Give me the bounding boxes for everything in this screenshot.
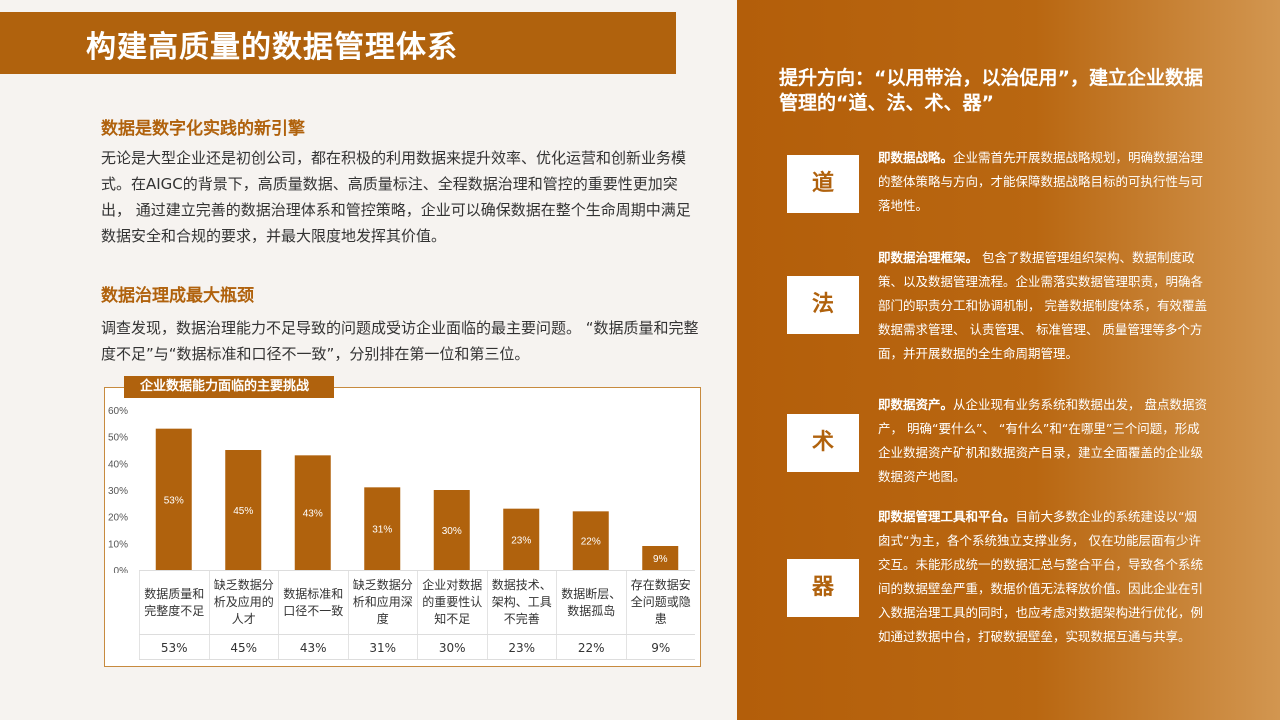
category-label: 数据技术、架构、工具不完善 xyxy=(486,571,557,634)
bar-data-label: 45% xyxy=(233,506,253,517)
item-text-fa: 即数据治理框架。 包含了数据管理组织架构、数据制度政策、以及数据管理流程。企业需… xyxy=(878,246,1208,366)
category-label: 数据标准和口径不一致 xyxy=(278,571,348,634)
value-row: 53% 45% 43% 31% 30% 23% 22% 9% xyxy=(139,634,695,660)
chart-bar xyxy=(572,511,609,570)
y-tick-label: 40% xyxy=(108,459,128,470)
value-cell: 45% xyxy=(208,635,279,659)
chart-bar xyxy=(155,428,192,570)
category-label: 缺乏数据分析及应用的人才 xyxy=(208,571,279,634)
item-char-qi: 器 xyxy=(787,559,859,617)
value-cell: 30% xyxy=(417,635,487,659)
item-lead: 即数据资产。 xyxy=(878,397,954,412)
item-lead: 即数据战略。 xyxy=(878,150,954,165)
y-tick-label: 0% xyxy=(114,566,129,573)
item-text-qi: 即数据管理工具和平台。目前大多数企业的系统建设以“烟囱式“为主，各个系统独立支撑… xyxy=(878,505,1208,649)
bar-data-label: 53% xyxy=(164,495,184,506)
page-title: 构建高质量的数据管理体系 xyxy=(86,30,458,65)
category-label: 缺乏数据分析和应用深度 xyxy=(347,571,418,634)
chart-bar xyxy=(225,450,262,570)
chart-bar xyxy=(642,546,679,570)
bar-data-label: 43% xyxy=(303,509,323,520)
value-cell: 22% xyxy=(556,635,626,659)
bar-data-label: 31% xyxy=(372,525,392,536)
section2-body: 调查发现，数据治理能力不足导致的问题成受访企业面临的最主要问题。 “数据质量和完… xyxy=(101,319,699,363)
bar-data-label: 30% xyxy=(442,526,462,537)
item-char-fa: 法 xyxy=(787,276,859,334)
value-cell: 31% xyxy=(347,635,418,659)
section2-heading: 数据治理成最大瓶颈 xyxy=(101,286,254,306)
item-body: 企业需首先开展数据战略规划，明确数据治理的整体策略与方向，才能保障数据战略目标的… xyxy=(878,150,1204,213)
chart-bar xyxy=(294,455,331,570)
item-text-dao: 即数据战略。企业需首先开展数据战略规划，明确数据治理的整体策略与方向，才能保障数… xyxy=(878,146,1208,218)
item-lead: 即数据管理工具和平台。 xyxy=(878,509,1016,524)
value-cell: 23% xyxy=(486,635,557,659)
bar-chart: 0% 10% 20% 30% 40% 50% 60% 53% 45% 43% 31% 30% 23% 22… xyxy=(108,406,679,573)
chart-bar xyxy=(503,508,540,570)
bar-data-label: 9% xyxy=(653,554,668,565)
value-cell: 53% xyxy=(139,635,209,659)
category-label: 数据断层、数据孤岛 xyxy=(556,571,626,634)
chart-bar xyxy=(433,490,470,570)
category-label: 数据质量和完整度不足 xyxy=(139,571,209,634)
bar-data-label: 22% xyxy=(581,537,601,548)
chart-label: 企业数据能力面临的主要挑战 xyxy=(124,376,334,398)
chart-bar xyxy=(364,487,401,570)
y-tick-label: 60% xyxy=(108,406,128,417)
y-tick-label: 20% xyxy=(108,513,128,524)
right-heading: 提升方向：“以用带治，以治促用”，建立企业数据管理的“道、法、术、器” xyxy=(779,67,1203,114)
title-bar: 构建高质量的数据管理体系 xyxy=(0,12,676,74)
value-cell: 43% xyxy=(278,635,348,659)
item-body: 从企业现有业务系统和数据出发， 盘点数据资产， 明确“要什么”、 “有什么”和“… xyxy=(878,397,1207,484)
item-text-shu: 即数据资产。从企业现有业务系统和数据出发， 盘点数据资产， 明确“要什么”、 “… xyxy=(878,393,1208,489)
category-label: 企业对数据的重要性认知不足 xyxy=(417,571,487,634)
section1-body: 无论是大型企业还是初创公司，都在积极的利用数据来提升效率、优化运营和创新业务模式… xyxy=(101,149,691,245)
item-lead: 即数据治理框架。 xyxy=(878,250,979,265)
bar-data-label: 23% xyxy=(511,535,531,546)
item-char-shu: 术 xyxy=(787,414,859,472)
item-body: 包含了数据管理组织架构、数据制度政策、以及数据管理流程。企业需落实数据管理职责，… xyxy=(878,250,1207,361)
y-tick-label: 30% xyxy=(108,486,128,497)
value-cell: 9% xyxy=(625,635,696,659)
section1-heading: 数据是数字化实践的新引擎 xyxy=(101,119,305,139)
y-tick-label: 10% xyxy=(108,539,128,550)
item-char-dao: 道 xyxy=(787,155,859,213)
y-tick-label: 50% xyxy=(108,433,128,444)
category-label: 存在数据安全问题或隐患 xyxy=(625,571,696,634)
category-row: 数据质量和完整度不足 缺乏数据分析及应用的人才 数据标准和口径不一致 缺乏数据分析和应… xyxy=(139,570,695,634)
item-body: 目前大多数企业的系统建设以“烟囱式“为主，各个系统独立支撑业务， 仅在功能层面有… xyxy=(878,509,1204,644)
